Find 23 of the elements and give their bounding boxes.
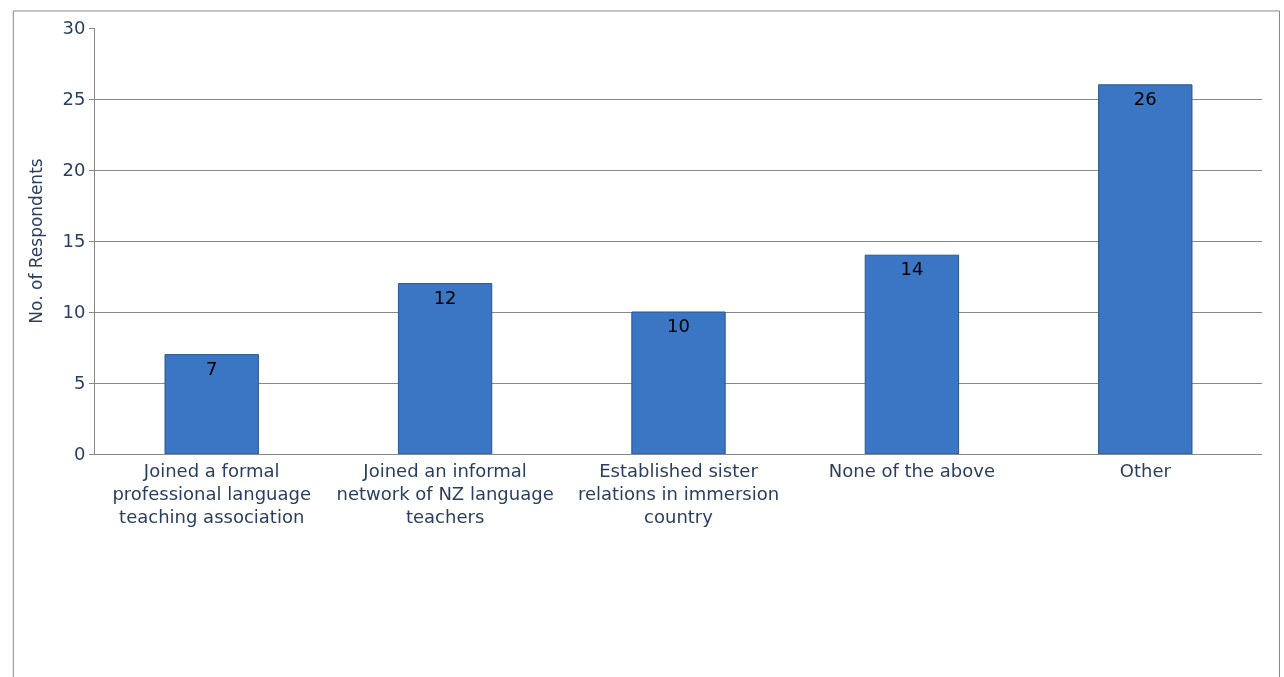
data-label: 12	[433, 286, 457, 308]
data-label: 7	[205, 357, 218, 379]
y-axis-title: No. of Respondents	[26, 158, 47, 324]
data-label: 10	[667, 315, 690, 336]
bar	[397, 283, 493, 454]
y-tick-label: 30	[62, 17, 86, 39]
bar	[864, 254, 960, 454]
y-tick-label: 20	[62, 159, 86, 181]
x-tick-label: Joined a formal professional language teaching association	[112, 459, 311, 528]
x-tick-label: None of the above	[828, 459, 996, 481]
x-tick-label: Established sister relations in immersion country	[577, 459, 780, 528]
bar	[164, 354, 259, 454]
x-tick-label: Joined an informal network of NZ language teachers	[336, 459, 554, 528]
x-tick-label: Other	[1119, 459, 1172, 481]
y-tick-label: 15	[62, 230, 86, 252]
bar	[631, 311, 726, 454]
data-label: 26	[1133, 87, 1157, 109]
data-label: 14	[900, 258, 924, 280]
y-tick-label: 0	[73, 443, 86, 465]
bar	[1098, 84, 1193, 454]
y-tick-label: 5	[73, 372, 86, 394]
y-tick-label: 10	[62, 301, 86, 323]
y-tick-label: 25	[62, 88, 86, 110]
